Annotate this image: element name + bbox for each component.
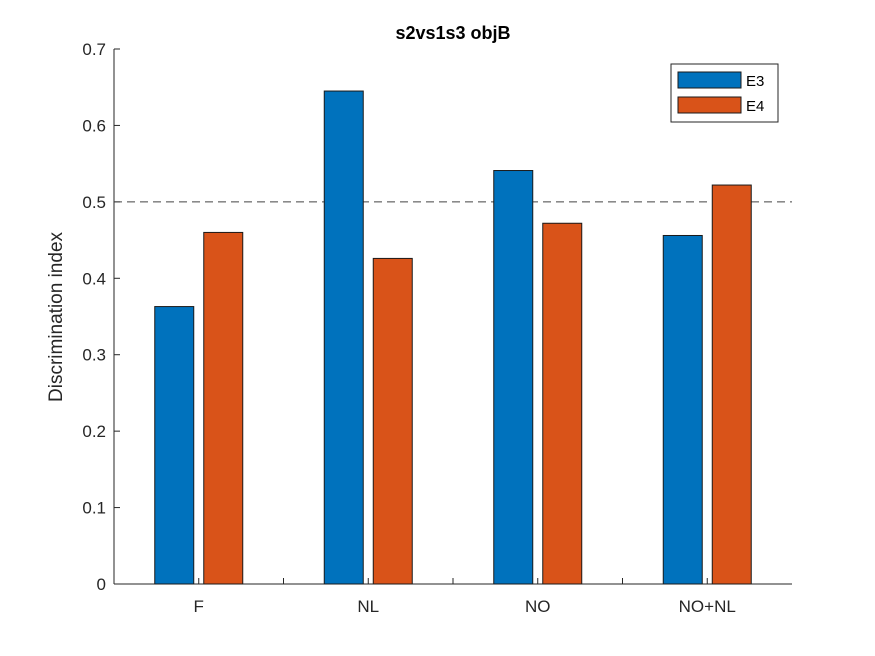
y-tick-label: 0 xyxy=(97,575,106,594)
bar-e3-no xyxy=(493,170,534,585)
bar-e4-f xyxy=(203,231,244,585)
x-tick-label: NO+NL xyxy=(679,597,736,616)
bar-e4-no-nl xyxy=(711,184,752,585)
legend-swatch-e4 xyxy=(677,96,742,114)
y-tick-label: 0.2 xyxy=(82,422,106,441)
y-axis-label: Discrimination index xyxy=(46,232,67,403)
bar-e4-no xyxy=(542,222,583,585)
y-tick-label: 0.3 xyxy=(82,346,106,365)
y-tick-label: 0.7 xyxy=(82,40,106,59)
y-tick-label: 0.1 xyxy=(82,499,106,518)
y-tick-label: 0.4 xyxy=(82,269,106,288)
legend-label-e4: E4 xyxy=(746,98,764,115)
chart-title: s2vs1s3 objB xyxy=(395,23,510,43)
legend-swatch-e3 xyxy=(677,71,742,89)
x-tick-label: NO xyxy=(525,597,551,616)
bar-e4-nl xyxy=(372,257,413,585)
y-tick-label: 0.6 xyxy=(82,116,106,135)
legend-label-e3: E3 xyxy=(746,73,764,90)
bar-e3-no-nl xyxy=(662,234,703,585)
x-tick-label: F xyxy=(194,597,204,616)
bar-e3-nl xyxy=(323,90,364,585)
plot-area: 0 0.1 0.2 0.3 0.4 0.5 0.6 0.7 F NL NO NO+NL xyxy=(82,40,792,616)
bar-e3-f xyxy=(154,306,195,585)
x-tick-label: NL xyxy=(357,597,379,616)
y-tick-label: 0.5 xyxy=(82,193,106,212)
